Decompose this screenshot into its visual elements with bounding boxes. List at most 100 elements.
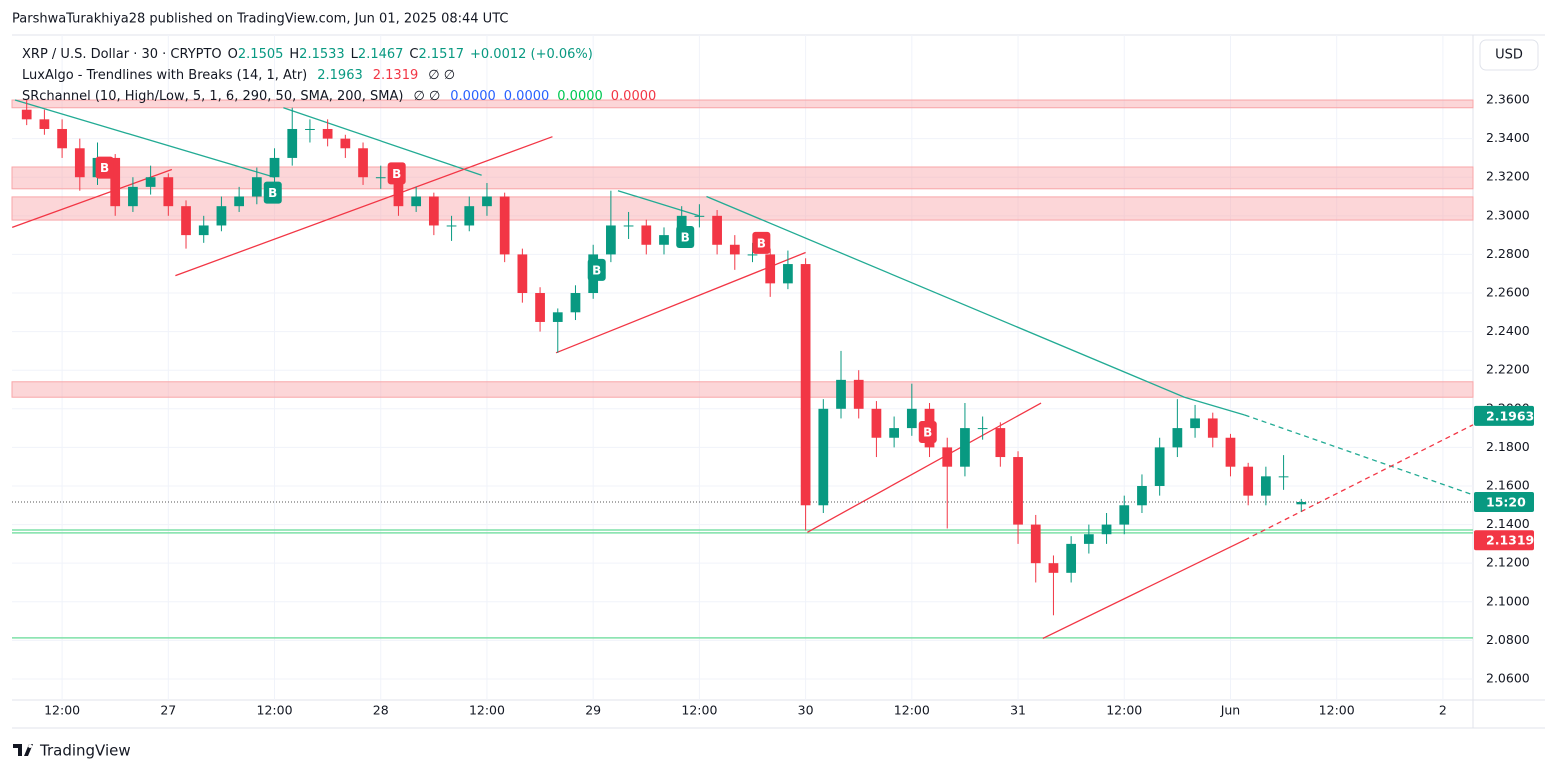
currency-button[interactable] [1479,39,1539,71]
indicator-value: 2.1319 [373,68,419,83]
trendline [555,251,806,354]
candle-body [729,244,740,255]
logo: TradingView [13,742,131,760]
candle-body [411,196,422,207]
candle-body [712,215,722,245]
candle-body [198,225,209,236]
candle-body [960,428,970,467]
header: ParshwaTurakhiya28 published on TradingV… [12,12,508,27]
sr-zone [11,99,1474,109]
candle-body [1137,485,1147,506]
indicator-name: SRchannel (10, High/Low, 5, 1, 6, 290, 5… [22,89,404,104]
trendline [1244,414,1474,496]
candle-body [747,254,758,256]
candle-body [694,215,705,217]
price-tag-label: 15:20 [1486,495,1526,510]
x-tick-label: 27 [160,703,176,718]
symbol: XRP / U.S. Dollar · 30 · CRYPTO [22,47,222,62]
candle-body [1278,476,1289,478]
candle-body [1225,437,1236,467]
signal-badge [752,231,771,254]
candle-body [1261,476,1271,496]
change: +0.0012 (+0.06%) [470,47,593,62]
candle-body [39,119,50,129]
candle-body [251,177,262,197]
candle-body [1172,428,1183,448]
sr-zone [11,381,1474,398]
candle-body [623,225,634,227]
trendline [1184,396,1245,416]
trendline [706,195,1185,398]
indicator-value: 0.0000 [557,89,603,104]
y-tick-label: 2.1400 [1486,516,1530,531]
candle-body [216,206,227,226]
candle-body [57,128,67,149]
x-tick-label: 12:00 [1319,703,1355,718]
signal-badge [587,258,606,281]
sr-zone [11,166,1474,190]
y-tick-label: 2.1600 [1486,477,1530,492]
x-tick-label: 12:00 [681,703,717,718]
candle-body [800,264,811,506]
candle-body [358,148,368,178]
candle-body [1030,524,1041,564]
plot-area: B B B B B B B [11,35,1474,700]
trendline [11,168,173,229]
candle-body [482,196,492,207]
signal-label: B [592,263,601,277]
candle-body [853,379,864,409]
watermark: TradingView [39,742,131,760]
y-tick-label: 2.3400 [1486,130,1530,145]
x-tick-label: 12:00 [257,703,293,718]
x-tick-label: 12:00 [469,703,505,718]
sr-zone [11,196,1474,221]
x-tick-label: 28 [373,703,389,718]
price-tag [1474,492,1534,513]
indicator-value: 0.0000 [611,89,657,104]
candle-body [1048,563,1059,573]
currency-label: USD [1495,48,1523,63]
price-tag [1474,530,1534,551]
y-tick-label: 2.3200 [1486,169,1530,184]
price-tag-label: 2.1319 [1486,533,1534,548]
candle-body [1013,457,1023,525]
candle-body [942,447,953,467]
candle-body [163,177,174,207]
l-value: 2.1467 [358,47,404,62]
candle-body [906,408,917,429]
trendline [1244,424,1474,541]
candle-body [499,196,510,255]
y-tick-label: 2.3000 [1486,207,1530,222]
signal-badge [263,181,282,204]
c-value: 2.1517 [419,47,465,62]
signal-label: B [923,425,932,439]
candle-body [464,206,475,226]
indicator-name: LuxAlgo - Trendlines with Breaks (14, 1,… [22,68,307,83]
candle-body [145,177,156,187]
legend: XRP / U.S. Dollar · 30 · CRYPTO O2.1505 H2… [22,47,656,104]
signal-label: B [757,236,766,250]
indicator-value: 2.1963 [317,68,363,83]
indicator-value: 0.0000 [504,89,550,104]
y-tick-label: 2.2400 [1486,323,1530,338]
candle-body [676,215,687,236]
candle-body [1243,466,1254,496]
x-tick-label: 12:00 [1106,703,1142,718]
x-tick-label: 30 [798,703,814,718]
y-tick-label: 2.1200 [1486,555,1530,570]
trendline [1042,539,1245,640]
candle-body [535,293,545,322]
candle-body [287,128,298,158]
candle-body [375,177,386,179]
y-tick-label: 2.1000 [1486,593,1530,608]
h-value: 2.1533 [299,47,345,62]
candle-body [977,428,988,430]
candle-body [552,312,563,322]
x-tick-label: 12:00 [44,703,80,718]
legend-line-2: LuxAlgo - Trendlines with Breaks (14, 1,… [22,68,455,83]
candle-body [1190,418,1200,429]
candle-body [606,225,616,255]
x-tick-label: 31 [1010,703,1026,718]
